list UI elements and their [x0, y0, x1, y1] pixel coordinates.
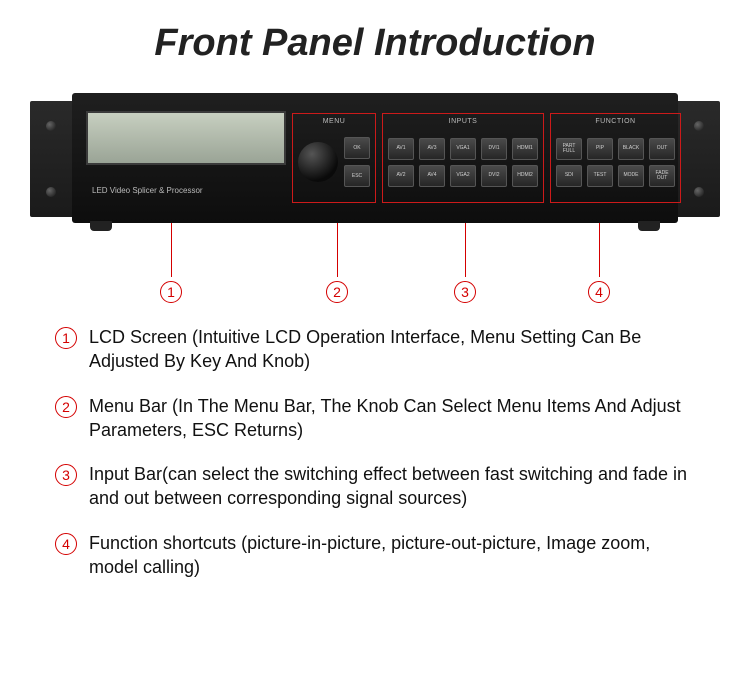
btn-func: PIP: [587, 138, 613, 160]
page-title: Front Panel Introduction: [0, 22, 750, 65]
rack-ear-left: [30, 101, 72, 217]
btn-input: HDMI1: [512, 138, 538, 160]
function-grid: PART FULL PIP BLACK OUT SDI TEST MODE FA…: [556, 138, 675, 187]
btn-input: DVI1: [481, 138, 507, 160]
legend-text: LCD Screen (Intuitive LCD Operation Inte…: [89, 325, 695, 374]
btn-func: MODE: [618, 165, 644, 187]
lcd-screen: [86, 111, 286, 165]
callout-number: 4: [588, 281, 610, 303]
legend-text: Function shortcuts (picture-in-picture, …: [89, 531, 695, 580]
legend-number: 3: [55, 464, 77, 486]
legend-item: 2 Menu Bar (In The Menu Bar, The Knob Ca…: [55, 394, 695, 443]
btn-input: HDMI2: [512, 165, 538, 187]
btn-ok: OK: [344, 137, 370, 159]
callout-1: 1: [160, 223, 182, 303]
section-menu-title: MENU: [298, 118, 370, 125]
callout-line: [599, 223, 600, 277]
lcd-label: LED Video Splicer & Processor: [92, 186, 203, 195]
callout-line: [465, 223, 466, 277]
section-inputs-title: INPUTS: [388, 118, 538, 125]
btn-input: AV2: [388, 165, 414, 187]
rack-ear-right: [678, 101, 720, 217]
btn-esc: ESC: [344, 165, 370, 187]
btn-input: AV1: [388, 138, 414, 160]
legend-number: 2: [55, 396, 77, 418]
legend-text: Menu Bar (In The Menu Bar, The Knob Can …: [89, 394, 695, 443]
callout-line: [171, 223, 172, 277]
btn-func: SDI: [556, 165, 582, 187]
device-illustration: LED Video Splicer & Processor MENU OK ES…: [30, 93, 720, 223]
callout-3: 3: [454, 223, 476, 303]
device-chassis: LED Video Splicer & Processor MENU OK ES…: [72, 93, 678, 223]
callout-line: [337, 223, 338, 277]
legend-number: 4: [55, 533, 77, 555]
btn-input: VGA2: [450, 165, 476, 187]
callout-number: 2: [326, 281, 348, 303]
callout-2: 2: [326, 223, 348, 303]
legend-item: 1 LCD Screen (Intuitive LCD Operation In…: [55, 325, 695, 374]
legend-number: 1: [55, 327, 77, 349]
btn-input: VGA1: [450, 138, 476, 160]
btn-input: AV4: [419, 165, 445, 187]
callout-number: 1: [160, 281, 182, 303]
legend-item: 4 Function shortcuts (picture-in-picture…: [55, 531, 695, 580]
legend-text: Input Bar(can select the switching effec…: [89, 462, 695, 511]
btn-func: FADE OUT: [649, 165, 675, 187]
btn-input: AV3: [419, 138, 445, 160]
btn-func: PART FULL: [556, 138, 582, 160]
lcd-block: LED Video Splicer & Processor: [86, 105, 286, 211]
callout-4: 4: [588, 223, 610, 303]
inputs-grid: AV1 AV3 VGA1 DVI1 HDMI1 AV2 AV4 VGA2 DVI…: [388, 138, 538, 187]
legend-item: 3 Input Bar(can select the switching eff…: [55, 462, 695, 511]
callouts: 1 2 3 4: [30, 223, 720, 315]
section-function: FUNCTION PART FULL PIP BLACK OUT SDI TES…: [550, 113, 681, 203]
section-inputs: INPUTS AV1 AV3 VGA1 DVI1 HDMI1 AV2 AV4 V…: [382, 113, 544, 203]
callout-number: 3: [454, 281, 476, 303]
section-function-title: FUNCTION: [556, 118, 675, 125]
btn-func: OUT: [649, 138, 675, 160]
btn-input: DVI2: [481, 165, 507, 187]
btn-func: BLACK: [618, 138, 644, 160]
section-menu: MENU OK ESC: [292, 113, 376, 203]
menu-knob: [298, 142, 338, 182]
btn-func: TEST: [587, 165, 613, 187]
legend-list: 1 LCD Screen (Intuitive LCD Operation In…: [55, 325, 695, 579]
